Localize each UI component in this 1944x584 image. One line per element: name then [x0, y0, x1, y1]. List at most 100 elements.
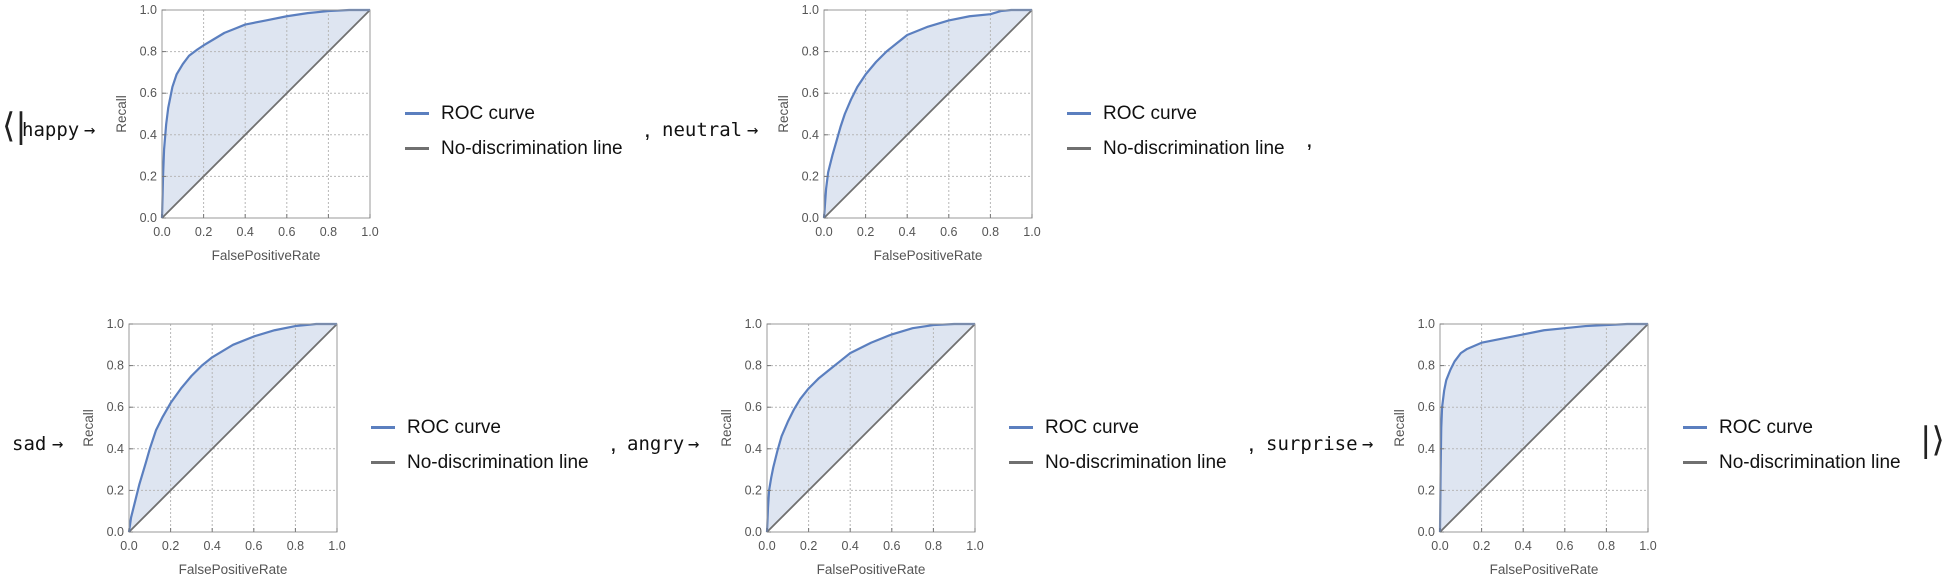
arrow-happy: →	[84, 119, 96, 141]
no-discrimination-line	[766, 323, 976, 533]
x-tick-label: 0.2	[857, 225, 874, 239]
x-tick-label: 1.0	[328, 539, 345, 553]
x-tick-label: 1.0	[1639, 539, 1656, 553]
arrow-angry: →	[688, 433, 700, 455]
roc-plot-happy: 0.00.0 0.2 0.2 0.4 0.4 0.6 0.6 0.8 0.8 1.0 1.0 Fals…	[114, 3, 379, 263]
x-tick-label: 0.6	[1556, 539, 1573, 553]
legend-item-roc: ROC curve	[371, 410, 589, 445]
plot-frame	[766, 323, 976, 533]
legend-swatch-diagonal	[1009, 461, 1033, 464]
x-axis-label: FalsePositiveRate	[179, 562, 288, 577]
association-close-bracket: |⟩	[1920, 420, 1944, 460]
x-tick-label: 0.8	[320, 225, 337, 239]
x-tick-label: 1.0	[361, 225, 378, 239]
legend-label-diagonal: No-discrimination line	[1045, 451, 1227, 473]
legend-label-roc: ROC curve	[1103, 102, 1197, 124]
x-tick-label: 0.4	[842, 539, 859, 553]
y-tick-label: 1.0	[802, 3, 819, 17]
y-tick-label: 0.4	[1418, 442, 1435, 456]
legend-swatch-diagonal	[1683, 461, 1707, 464]
plot-frame	[1439, 323, 1649, 533]
y-tick-label: 0.0	[802, 211, 819, 225]
y-tick-label: 0.8	[802, 45, 819, 59]
y-tick-label: 0.4	[107, 442, 124, 456]
x-tick-label: 1.0	[966, 539, 983, 553]
y-tick-label: 0.8	[745, 359, 762, 373]
y-tick-label: 0.6	[1418, 400, 1435, 414]
y-tick-label: 1.0	[745, 317, 762, 331]
legend-item-diagonal: No-discrimination line	[405, 131, 623, 166]
separator-comma: ,	[610, 430, 617, 457]
x-tick-label: 1.0	[1023, 225, 1040, 239]
roc-curve	[160, 8, 370, 219]
legend-swatch-roc	[405, 112, 429, 115]
legend-label-diagonal: No-discrimination line	[407, 451, 589, 473]
legend-label-diagonal: No-discrimination line	[441, 137, 623, 159]
separator-comma: ,	[644, 116, 651, 143]
y-tick-label: 0.2	[802, 169, 819, 183]
y-tick-label: 0.2	[140, 169, 157, 183]
x-tick-label: 0.8	[287, 539, 304, 553]
key-label-neutral: neutral	[662, 119, 743, 141]
y-tick-label: 0.8	[1418, 359, 1435, 373]
legend-label-diagonal: No-discrimination line	[1103, 137, 1285, 159]
legend-swatch-roc	[1009, 426, 1033, 429]
y-tick-label: 1.0	[1418, 317, 1435, 331]
plot-frame	[823, 9, 1033, 219]
x-axis-label: FalsePositiveRate	[817, 562, 926, 577]
legend-item-diagonal: No-discrimination line	[1683, 445, 1901, 480]
x-tick-label: 0.8	[1598, 539, 1615, 553]
y-axis-label: Recall	[1392, 409, 1407, 447]
x-tick-label: 0.6	[278, 225, 295, 239]
y-tick-label: 0.6	[107, 400, 124, 414]
y-tick-label: 0.4	[140, 128, 157, 142]
legend-swatch-roc	[1683, 426, 1707, 429]
legend-item-diagonal: No-discrimination line	[1009, 445, 1227, 480]
legend-label-roc: ROC curve	[407, 416, 501, 438]
y-tick-label: 0.2	[107, 483, 124, 497]
legend-item-roc: ROC curve	[1009, 410, 1227, 445]
x-tick-label: 0.8	[982, 225, 999, 239]
y-tick-label: 0.8	[140, 45, 157, 59]
no-discrimination-line	[1439, 323, 1649, 533]
y-axis-label: Recall	[719, 409, 734, 447]
legend-item-diagonal: No-discrimination line	[1067, 131, 1285, 166]
legend-label-roc: ROC curve	[441, 102, 535, 124]
legend-neutral: ROC curve No-discrimination line	[1067, 96, 1285, 166]
legend-label-diagonal: No-discrimination line	[1719, 451, 1901, 473]
y-tick-label: 1.0	[107, 317, 124, 331]
y-tick-label: 0.0	[745, 525, 762, 539]
x-tick-label: 0.6	[883, 539, 900, 553]
no-discrimination-line	[823, 9, 1033, 219]
x-tick-label: 0.2	[195, 225, 212, 239]
y-tick-label: 0.0	[140, 211, 157, 225]
x-tick-label: 0.2	[800, 539, 817, 553]
x-tick-label: 0.0	[815, 225, 832, 239]
y-tick-label: 0.6	[140, 86, 157, 100]
arrow-surprise: →	[1362, 433, 1374, 455]
y-tick-label: 0.6	[745, 400, 762, 414]
y-axis-label: Recall	[776, 95, 791, 133]
separator-comma: ,	[1248, 430, 1255, 457]
x-tick-label: 0.4	[204, 539, 221, 553]
roc-curve	[822, 8, 1032, 219]
x-axis-label: FalsePositiveRate	[874, 248, 983, 263]
key-label-happy: happy	[22, 119, 80, 141]
x-tick-label: 0.6	[245, 539, 262, 553]
separator-comma: ,	[1306, 126, 1313, 153]
legend-swatch-diagonal	[405, 147, 429, 150]
y-axis-label: Recall	[81, 409, 96, 447]
roc-plot-neutral: 0.00.0 0.2 0.2 0.4 0.4 0.6 0.6 0.8 0.8 1.0 1.0 Fals…	[776, 3, 1041, 263]
legend-angry: ROC curve No-discrimination line	[1009, 410, 1227, 480]
legend-surprise: ROC curve No-discrimination line	[1683, 410, 1901, 480]
roc-plot-surprise: 0.00.0 0.2 0.2 0.4 0.4 0.6 0.6 0.8 0.8 1.0 1.0 Fals…	[1392, 317, 1657, 577]
y-tick-label: 0.0	[107, 525, 124, 539]
key-label-angry: angry	[627, 433, 685, 455]
association-open-bracket: ⟨|	[2, 106, 27, 146]
y-tick-label: 0.0	[1418, 525, 1435, 539]
y-tick-label: 0.6	[802, 86, 819, 100]
legend-sad: ROC curve No-discrimination line	[371, 410, 589, 480]
plot-frame	[161, 9, 371, 219]
no-discrimination-line	[128, 323, 338, 533]
x-tick-label: 0.0	[758, 539, 775, 553]
